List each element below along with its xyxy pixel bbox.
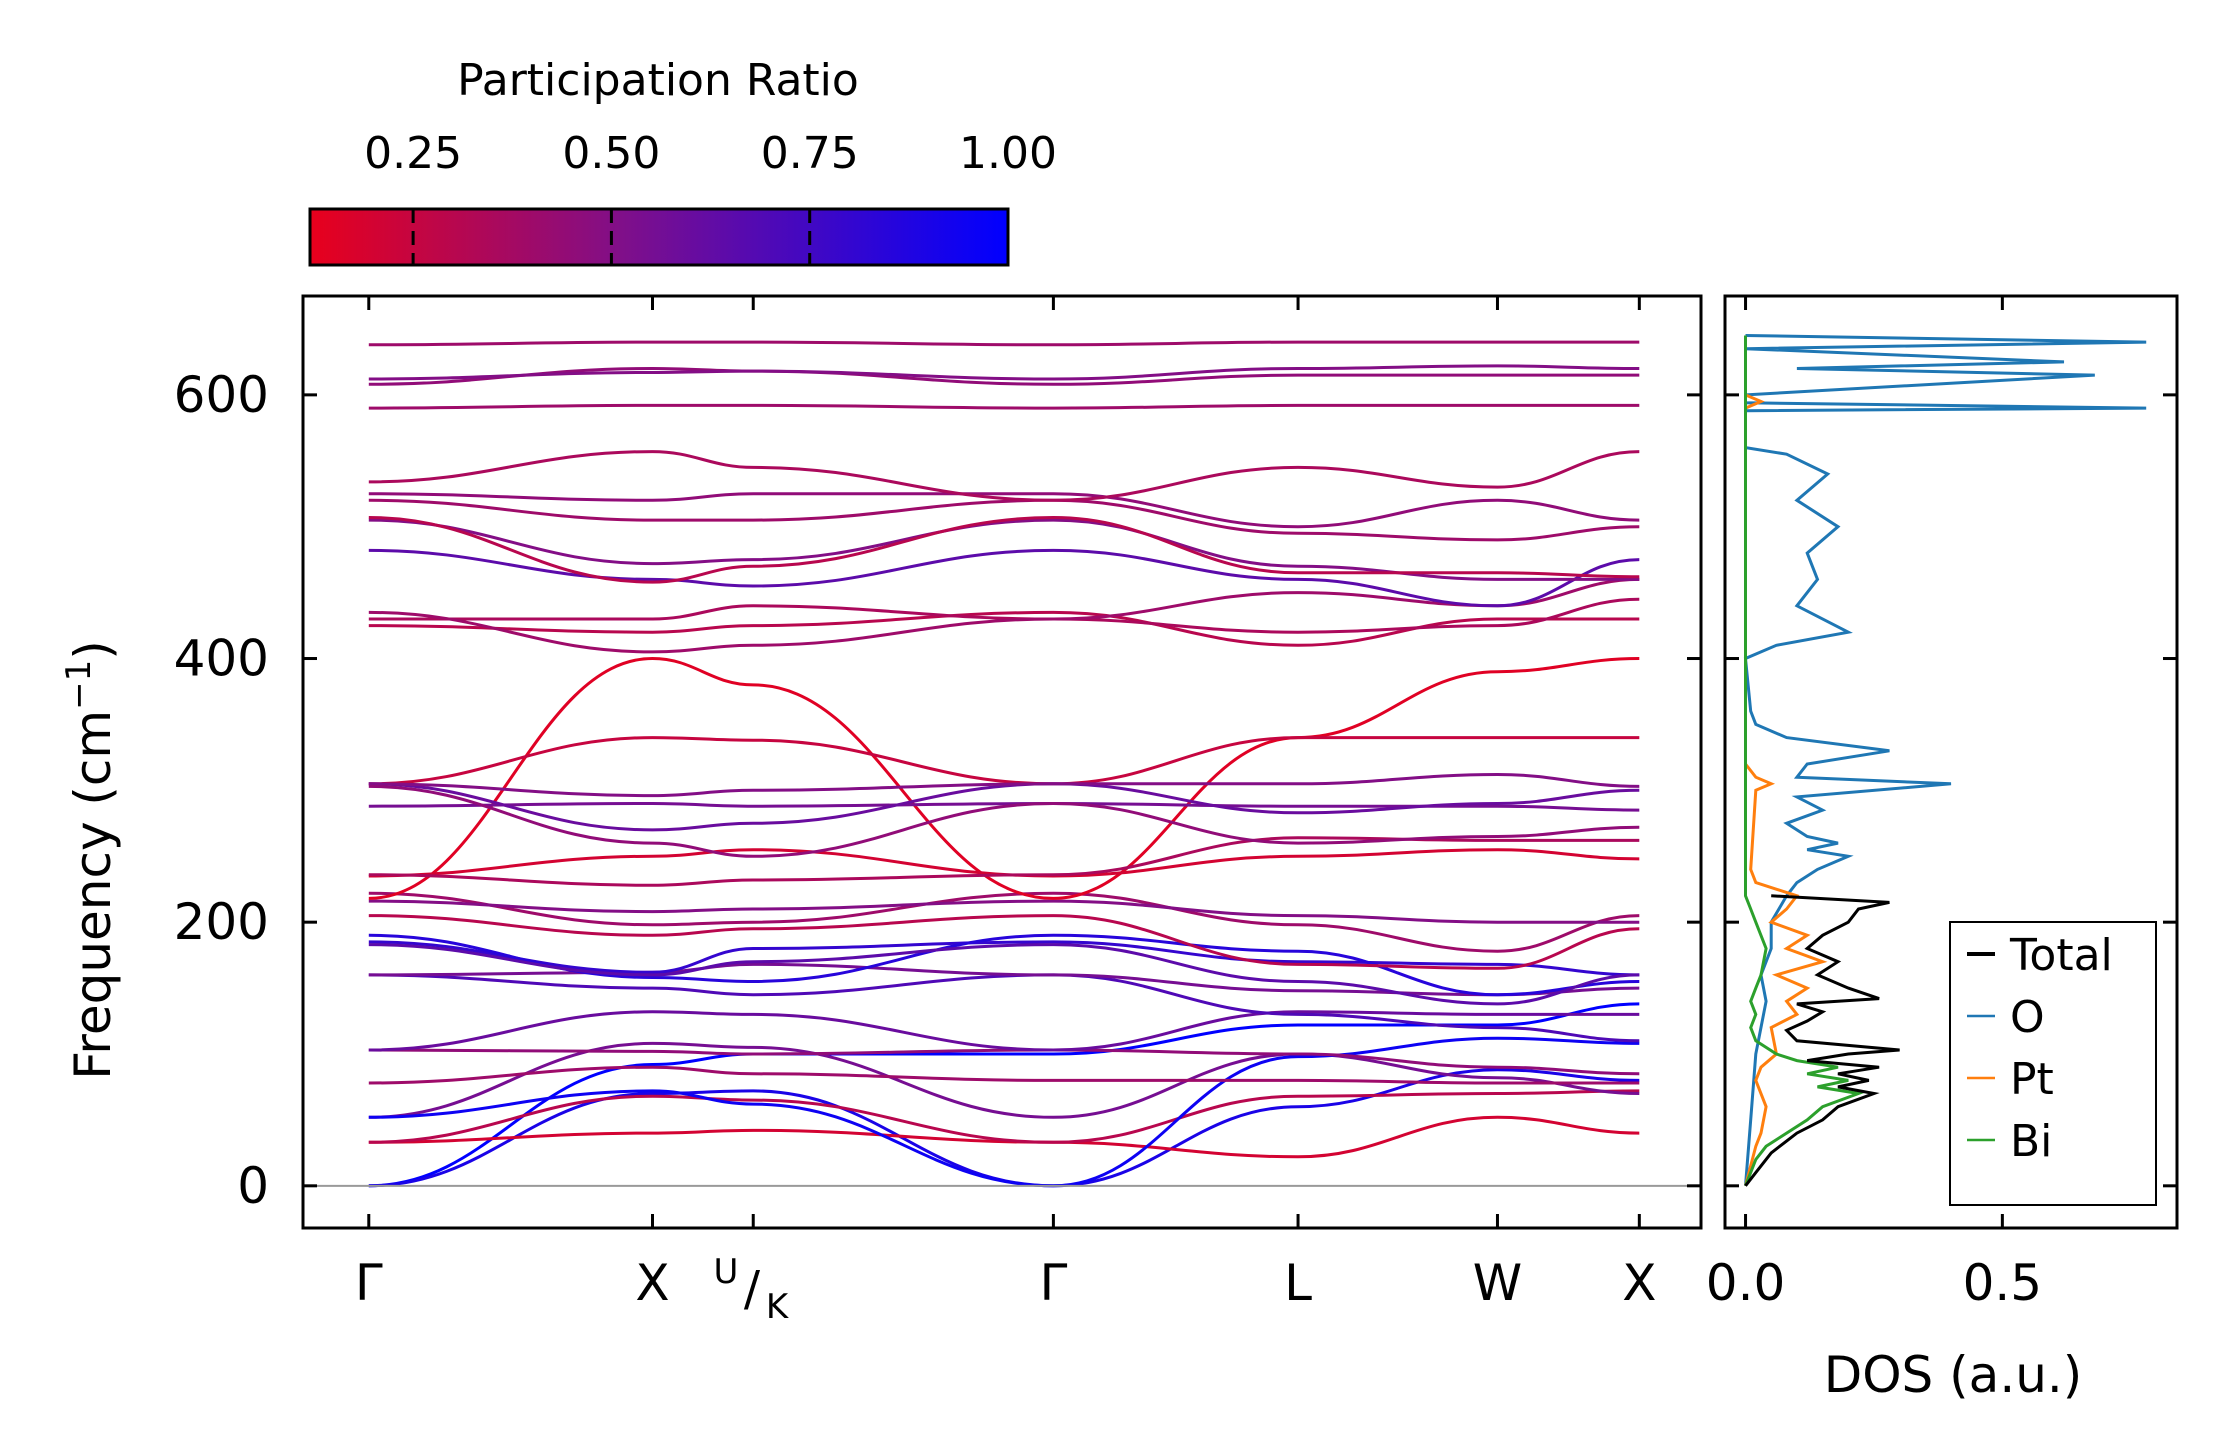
band-2 <box>368 1115 1640 1159</box>
dos-legend: Total O Pt Bi <box>1949 921 2157 1206</box>
y-tick-label-1: 200 <box>174 893 269 951</box>
legend-label-pt: Pt <box>2010 1054 2054 1105</box>
dos-tick-labels: 0.0 0.5 <box>1706 1254 2042 1312</box>
band-25 <box>368 610 1640 647</box>
dos-ticks <box>1725 296 2177 1228</box>
y-axis-label: Frequency (cm−1) <box>59 640 122 1080</box>
dos-curves <box>1743 334 2147 1187</box>
band-structure-panel: Γ X Γ L W X U / K 0 200 400 600 Frequency (cm−1) <box>59 294 1703 1327</box>
colorbar-ticks: 0.25 0.50 0.75 1.00 <box>364 128 1057 265</box>
band-27 <box>368 577 1640 654</box>
legend-label-bi: Bi <box>2010 1116 2052 1167</box>
band-36 <box>368 364 1640 381</box>
kpath-label-2: Γ <box>1039 1254 1067 1312</box>
colorbar: Participation Ratio 0.25 0.50 0.75 1.00 <box>308 55 1057 267</box>
dos-axes-frame <box>1723 294 2179 1230</box>
kpath-label-5: X <box>1622 1254 1656 1312</box>
band-12 <box>368 933 1640 997</box>
dos-curve-total <box>1744 894 1900 1187</box>
dos-tick-label-1: 0.5 <box>1963 1254 2043 1312</box>
band-18 <box>368 848 1640 878</box>
kpath-label-u: U <box>714 1252 739 1292</box>
band-35 <box>368 366 1640 386</box>
band-17 <box>368 656 1640 900</box>
band-6 <box>368 1065 1640 1085</box>
frequency-tick-labels: 0 200 400 600 <box>174 366 269 1215</box>
dos-panel: 0.0 0.5 DOS (a.u.) Total O Pt Bi <box>1706 294 2179 1404</box>
kpath-label-0: Γ <box>355 1254 383 1312</box>
colorbar-tick-label-2: 0.75 <box>761 128 859 179</box>
kpath-label-4: W <box>1473 1254 1522 1312</box>
colorbar-tick-label-3: 1.00 <box>959 128 1057 179</box>
dos-curve-o <box>1743 334 2147 1186</box>
y-tick-label-0: 0 <box>237 1157 269 1215</box>
band-15 <box>368 891 1640 953</box>
y-axis-label-main: Frequency (cm <box>64 710 122 1080</box>
colorbar-tick-label-1: 0.50 <box>562 128 660 179</box>
colorbar-title: Participation Ratio <box>457 55 859 106</box>
dos-x-axis-label: DOS (a.u.) <box>1824 1346 2083 1404</box>
y-axis-label-close: ) <box>64 640 122 660</box>
kpath-label-k: K <box>766 1287 790 1327</box>
band-0 <box>368 1002 1640 1188</box>
dos-curve-bi <box>1744 335 1865 1187</box>
kpath-label-3: L <box>1284 1254 1312 1312</box>
band-33 <box>368 450 1640 502</box>
band-37 <box>368 340 1640 347</box>
band-13 <box>368 943 1640 1006</box>
colorbar-tick-label-0: 0.25 <box>364 128 462 179</box>
band-8 <box>368 1010 1640 1052</box>
band-4 <box>368 1041 1640 1119</box>
colorbar-gradient <box>308 207 1010 267</box>
band-9 <box>368 973 1640 1043</box>
band-axes-frame <box>301 294 1703 1230</box>
dos-tick-label-0: 0.0 <box>1706 1254 1786 1312</box>
kpath-label-1: X <box>635 1254 669 1312</box>
phonon-bands <box>368 340 1640 1188</box>
band-29 <box>368 518 1640 581</box>
legend-frame <box>1949 921 2157 1206</box>
band-16 <box>368 899 1640 924</box>
band-1 <box>368 1068 1640 1188</box>
band-11 <box>368 940 1640 977</box>
band-24 <box>368 784 1640 858</box>
band-19 <box>368 836 1640 887</box>
band-32 <box>368 492 1640 529</box>
legend-label-o: O <box>2010 992 2045 1043</box>
band-28 <box>368 548 1640 608</box>
band-ticks <box>303 296 1701 1228</box>
dos-curve-pt <box>1744 393 1828 1187</box>
band-3 <box>368 1089 1640 1144</box>
legend-items: Total O Pt Bi <box>1967 930 2113 1167</box>
kpath-label-slash: / <box>744 1261 761 1317</box>
y-tick-label-2: 400 <box>174 630 269 688</box>
band-14 <box>368 914 1640 970</box>
y-tick-label-3: 600 <box>174 366 269 424</box>
legend-label-total: Total <box>2009 930 2113 981</box>
band-34 <box>368 403 1640 410</box>
band-23 <box>368 772 1640 798</box>
y-axis-label-exponent: −1 <box>59 660 99 710</box>
band-30 <box>368 515 1640 584</box>
